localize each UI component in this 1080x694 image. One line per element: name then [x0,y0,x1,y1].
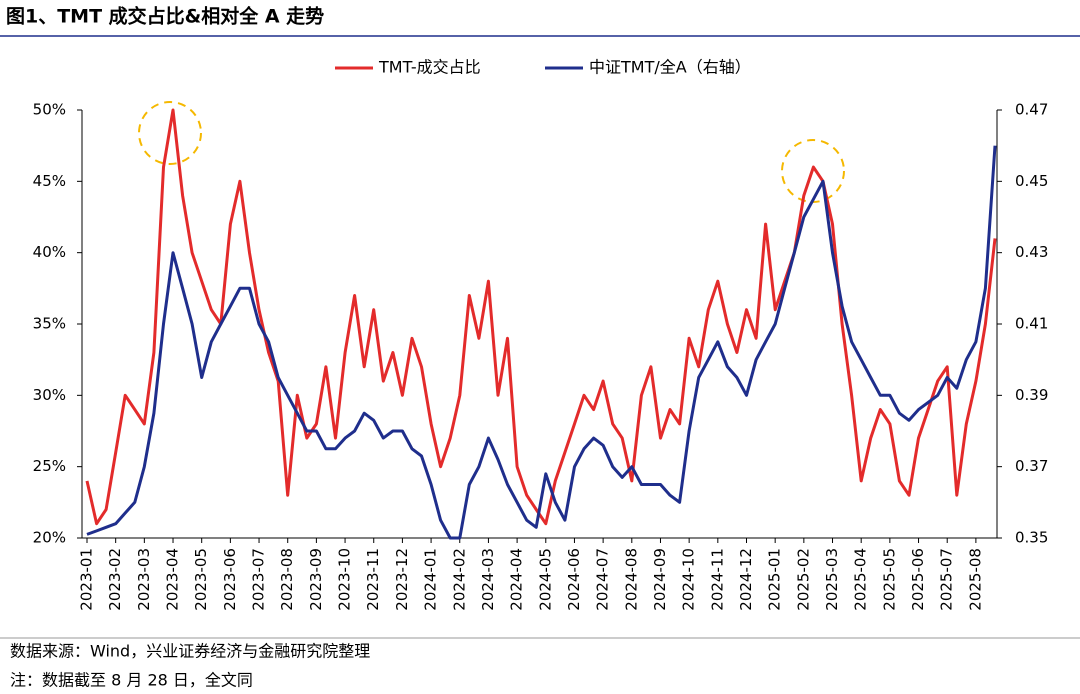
y-tick-label: 45% [33,172,66,190]
y2-tick-label: 0.43 [1015,243,1048,261]
series-line [85,108,997,526]
y-tick-label: 20% [33,529,66,547]
y-tick-label: 50% [33,101,66,119]
x-tick-label: 2025-03 [823,548,841,611]
y2-tick-label: 0.45 [1015,172,1048,190]
y-tick-label: 40% [33,243,66,261]
x-tick-label: 2024-10 [680,548,698,611]
x-tick-label: 2024-03 [479,548,497,611]
x-tick-label: 2025-01 [766,548,784,611]
x-tick-label: 2024-09 [651,548,669,611]
legend-label: TMT-成交占比 [378,58,481,77]
highlight-circle [138,101,202,165]
x-tick-label: 2024-11 [708,548,726,611]
x-tick-label: 2025-06 [909,548,927,611]
y-tick-label: 30% [33,386,66,404]
x-tick-label: 2023-10 [336,548,354,611]
x-tick-label: 2025-02 [794,548,812,611]
x-tick-label: 2023-04 [164,548,182,611]
x-tick-label: 2023-11 [364,548,382,611]
x-tick-label: 2024-07 [594,548,612,611]
source-note: 数据来源：Wind，兴业证券经济与金融研究院整理 [10,642,370,661]
x-tick-label: 2023-07 [250,548,268,611]
y2-tick-label: 0.39 [1015,386,1048,404]
x-tick-label: 2023-09 [307,548,325,611]
y-tick-label: 25% [33,457,66,475]
x-tick-label: 2023-06 [221,548,239,611]
chart-title: 图1、TMT 成交占比&相对全 A 走势 [6,5,324,28]
x-tick-label: 2023-02 [106,548,124,611]
x-tick-label: 2023-05 [192,548,210,611]
x-tick-label: 2023-01 [78,548,96,611]
x-tick-label: 2025-08 [966,548,984,611]
x-tick-label: 2023-12 [393,548,411,611]
x-tick-label: 2024-05 [536,548,554,611]
legend-label: 中证TMT/全A（右轴） [589,58,751,77]
series-line [86,145,997,540]
y2-tick-label: 0.47 [1015,101,1048,119]
x-tick-label: 2024-12 [737,548,755,611]
x-tick-label: 2023-08 [278,548,296,611]
y2-tick-label: 0.41 [1015,315,1048,333]
x-tick-label: 2023-03 [135,548,153,611]
y2-tick-label: 0.35 [1015,529,1048,547]
x-tick-label: 2024-08 [622,548,640,611]
x-tick-label: 2025-07 [938,548,956,611]
y-tick-label: 35% [33,315,66,333]
footnote: 注：数据截至 8 月 28 日，全文同 [10,671,253,690]
x-tick-label: 2025-05 [880,548,898,611]
y2-tick-label: 0.37 [1015,457,1048,475]
x-tick-label: 2024-01 [422,548,440,611]
x-tick-label: 2024-06 [565,548,583,611]
x-tick-label: 2024-04 [508,548,526,611]
x-tick-label: 2025-04 [852,548,870,611]
x-tick-label: 2024-02 [450,548,468,611]
